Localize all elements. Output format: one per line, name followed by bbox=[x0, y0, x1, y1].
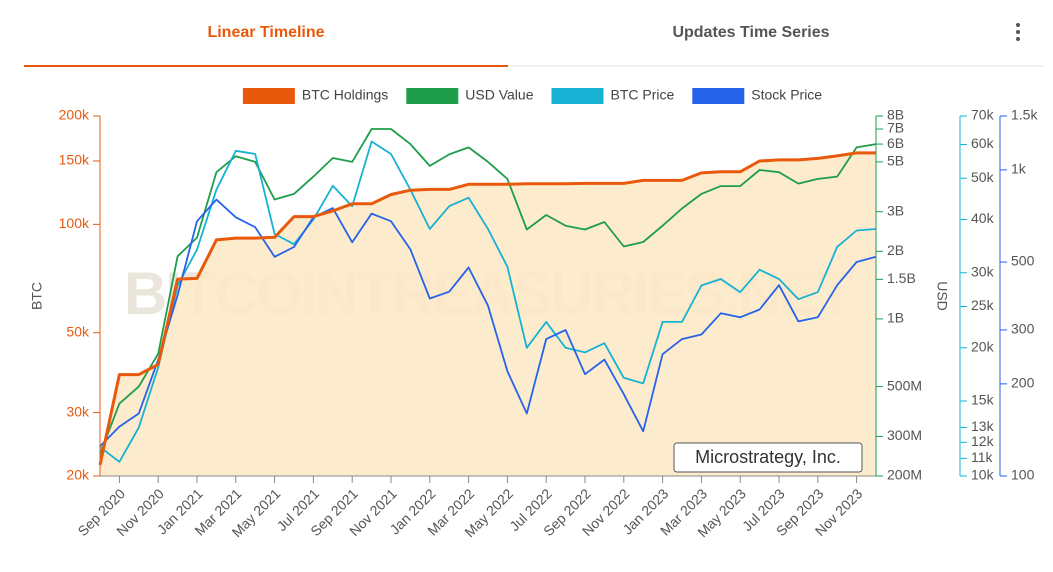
y-tick-label: 150k bbox=[59, 152, 90, 168]
tab[interactable]: Updates Time Series bbox=[672, 24, 829, 41]
y3-tick-label: 10k bbox=[971, 467, 995, 483]
y4-tick-label: 200 bbox=[1011, 375, 1035, 391]
y4-tick-label: 500 bbox=[1011, 253, 1035, 269]
y3-tick-label: 13k bbox=[971, 418, 995, 434]
y-tick-label: 30k bbox=[66, 403, 90, 419]
y3-tick-label: 15k bbox=[971, 392, 995, 408]
y4-tick-label: 1.5k bbox=[1011, 107, 1038, 123]
y2-tick-label: 1.5B bbox=[887, 270, 916, 286]
tab-active[interactable]: Linear Timeline bbox=[207, 24, 324, 41]
legend-swatch bbox=[242, 88, 295, 104]
y2-tick-label: 500M bbox=[887, 377, 922, 393]
legend-label: USD Value bbox=[465, 87, 533, 103]
y-tick-label: 20k bbox=[66, 467, 90, 483]
menu-icon[interactable] bbox=[1016, 23, 1020, 41]
y3-tick-label: 25k bbox=[971, 297, 995, 313]
area bbox=[100, 152, 876, 476]
y3-tick-label: 12k bbox=[971, 433, 995, 449]
legend-label: BTC Price bbox=[610, 87, 674, 103]
y2-tick-label: 3B bbox=[887, 202, 904, 218]
legend-swatch bbox=[551, 88, 604, 104]
y3-tick-label: 70k bbox=[971, 107, 995, 123]
annotation-box bbox=[673, 442, 863, 473]
annotation: Microstrategy, Inc. bbox=[695, 447, 841, 467]
y4-tick-label: 100 bbox=[1011, 467, 1035, 483]
y-axis-label: BTC bbox=[29, 282, 45, 310]
y3-tick-label: 60k bbox=[971, 135, 995, 151]
y3-tick-label: 20k bbox=[971, 338, 995, 354]
y2-tick-label: 8B bbox=[887, 107, 904, 123]
y3-tick-label: 40k bbox=[971, 210, 995, 226]
line bbox=[99, 128, 877, 455]
line bbox=[99, 140, 877, 463]
y3-tick-label: 30k bbox=[971, 263, 995, 279]
y-tick-label: 100k bbox=[59, 215, 90, 231]
y2-tick-label: 7B bbox=[887, 120, 904, 136]
legend-label: BTC Holdings bbox=[302, 87, 388, 103]
y2-tick-label: 200M bbox=[887, 467, 922, 483]
legend: BTC Holdings USD Value BTC Price Stock Pric… bbox=[242, 87, 822, 104]
y2-tick-label: 1B bbox=[887, 310, 904, 326]
y3-tick-label: 50k bbox=[971, 169, 995, 185]
y2-tick-label: 6B bbox=[887, 135, 904, 151]
y2-tick-label: 2B bbox=[887, 242, 904, 258]
line bbox=[98, 151, 876, 466]
y3-tick-label: 11k bbox=[971, 449, 994, 465]
y2-tick-label: 300M bbox=[887, 427, 922, 443]
legend-swatch bbox=[692, 88, 745, 104]
y2-tick-label: 5B bbox=[887, 153, 904, 169]
y-tick-label: 50k bbox=[66, 323, 90, 339]
y2-axis-label: USD bbox=[934, 281, 950, 311]
y4-tick-label: 300 bbox=[1011, 321, 1035, 337]
y-tick-label: 200k bbox=[59, 107, 90, 123]
legend-swatch bbox=[406, 88, 459, 104]
legend-label: Stock Price bbox=[751, 87, 822, 103]
y4-tick-label: 1k bbox=[1011, 161, 1027, 177]
line bbox=[99, 198, 877, 447]
